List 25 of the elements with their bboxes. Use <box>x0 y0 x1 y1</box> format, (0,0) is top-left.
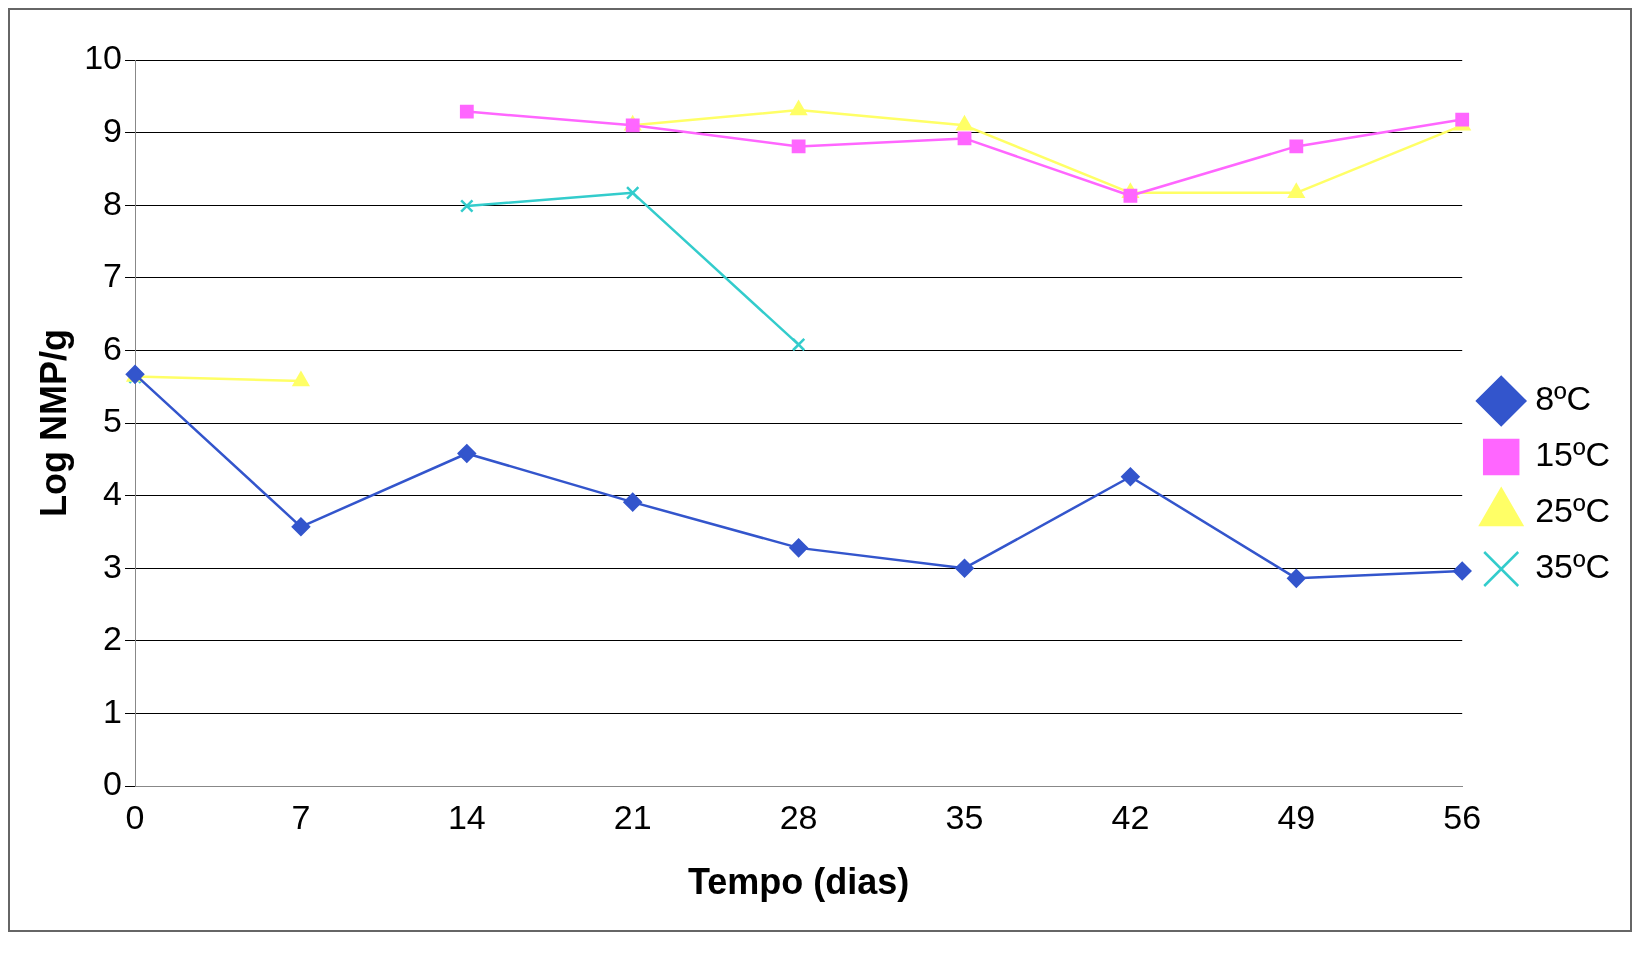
x-tick-label: 14 <box>447 797 486 836</box>
y-tick-label: 0 <box>103 764 123 803</box>
y-tick-label: 10 <box>84 38 123 77</box>
x-axis-title: Tempo (dias) <box>687 861 910 903</box>
y-tick-label: 6 <box>103 328 123 367</box>
y-tick-label: 8 <box>103 183 123 222</box>
x-tick-label: 56 <box>1443 797 1482 836</box>
x-tick-label: 28 <box>779 797 818 836</box>
legend-label: 25ºC <box>1535 491 1611 530</box>
y-tick-label: 4 <box>103 473 123 512</box>
x-tick-label: 42 <box>1111 797 1150 836</box>
y-axis-title: Log NMP/g <box>32 329 74 517</box>
x-tick-label: 35 <box>945 797 984 836</box>
y-tick-label: 1 <box>103 691 123 730</box>
y-tick-label: 7 <box>103 256 123 295</box>
legend-label: 15ºC <box>1535 435 1611 474</box>
legend-label: 8ºC <box>1535 379 1592 418</box>
x-tick-label: 49 <box>1277 797 1316 836</box>
y-tick-label: 5 <box>103 401 123 440</box>
legend-label: 35ºC <box>1535 547 1611 586</box>
y-tick-label: 3 <box>103 546 123 585</box>
x-tick-label: 7 <box>291 797 311 836</box>
x-tick-label: 21 <box>613 797 652 836</box>
y-tick-label: 2 <box>103 619 123 658</box>
y-tick-label: 9 <box>103 110 123 149</box>
